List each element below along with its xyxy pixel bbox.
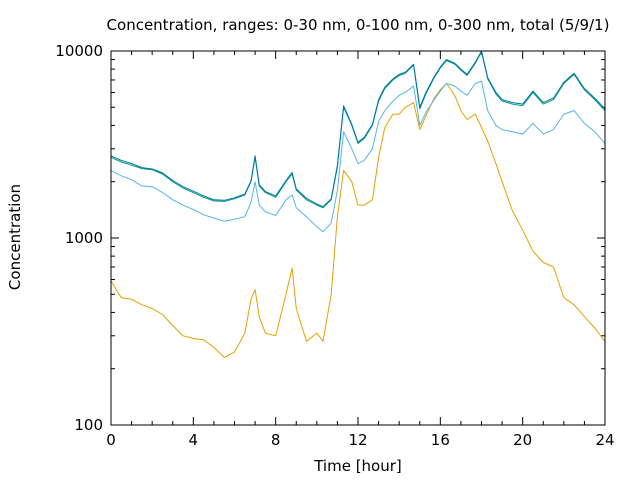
y-axis-label: Concentration	[6, 184, 24, 290]
series-group	[110, 50, 606, 358]
x-tick-label: 4	[189, 431, 199, 449]
x-tick-label: 20	[513, 431, 532, 449]
x-tick-label: 24	[595, 431, 614, 449]
series-line-4	[110, 50, 606, 208]
y-tick-label: 100	[74, 416, 103, 434]
x-tick-label: 12	[348, 431, 367, 449]
x-tick-label: 0	[106, 431, 116, 449]
x-tick-label: 16	[431, 431, 450, 449]
series-line-2	[110, 80, 606, 233]
plot-frame	[110, 50, 606, 426]
chart-title: Concentration, ranges: 0-30 nm, 0-100 nm…	[107, 16, 610, 34]
x-tick-label: 8	[271, 431, 281, 449]
axis-ticks: 0 4 8 12 16 20 24 100 1000 10000	[55, 42, 614, 449]
series-line-1	[110, 83, 606, 358]
y-tick-label: 10000	[55, 42, 103, 60]
y-tick-label: 1000	[65, 229, 103, 247]
series-line-3	[110, 51, 606, 209]
x-axis-label: Time [hour]	[313, 457, 402, 475]
